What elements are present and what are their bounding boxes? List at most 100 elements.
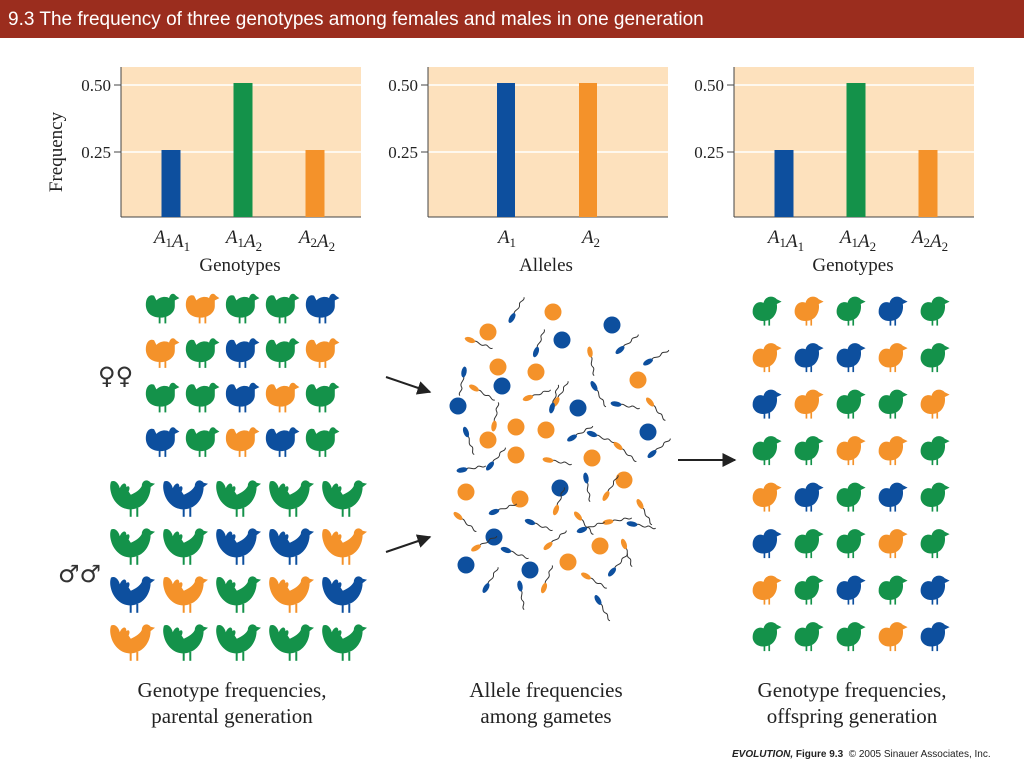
hen-blue	[145, 427, 180, 457]
x-tick-label: A1A2	[224, 227, 262, 254]
sperm-orange	[587, 346, 595, 377]
chick-green	[794, 529, 824, 559]
sperm-blue	[626, 521, 656, 530]
chick-blue	[878, 482, 908, 512]
egg-blue	[493, 377, 511, 395]
sperm-blue	[607, 553, 628, 577]
egg-orange	[583, 449, 601, 467]
rooster-blue	[110, 576, 155, 613]
chick-blue	[920, 575, 950, 605]
rooster-green	[110, 528, 155, 565]
hen-green	[145, 293, 180, 324]
hen-orange	[305, 338, 340, 368]
chick-green	[836, 389, 866, 419]
egg-orange	[544, 303, 562, 321]
bar-a1a2	[233, 83, 253, 217]
chick-green	[794, 622, 824, 652]
sperm-blue	[615, 334, 639, 355]
chick-green	[836, 482, 866, 512]
chick-green	[836, 296, 866, 326]
sperm-blue	[508, 297, 525, 323]
hen-blue	[265, 427, 300, 457]
caption-parental-line2: parental generation	[151, 704, 313, 728]
rooster-green	[216, 576, 261, 613]
sperm-blue	[517, 580, 525, 611]
chick-green	[752, 296, 782, 326]
y-tick-label: 0.50	[694, 76, 724, 95]
chick-blue	[836, 575, 866, 605]
chick-green	[794, 436, 824, 466]
sperm-orange	[453, 511, 477, 532]
chick-orange	[752, 482, 782, 512]
chick-orange	[878, 529, 908, 559]
hen-green	[265, 338, 300, 368]
arrow-males-to-gametes	[385, 534, 432, 553]
rooster-blue	[322, 576, 367, 613]
credit-figure: Figure 9.3	[795, 749, 844, 760]
hen-blue	[305, 293, 340, 324]
female-symbol: ♀♀	[98, 362, 133, 390]
sperm-blue	[594, 595, 611, 622]
chick-green	[920, 482, 950, 512]
chick-orange	[878, 343, 908, 373]
hen-orange	[265, 382, 300, 413]
sperm-orange	[620, 538, 633, 568]
rooster-green	[110, 480, 155, 517]
x-tick-label: A1A1	[766, 227, 804, 254]
x-tick-label: A1	[496, 227, 516, 250]
rooster-green	[163, 528, 208, 565]
hen-blue	[225, 338, 260, 368]
sperm-orange	[471, 535, 498, 552]
sperm-orange	[542, 457, 572, 466]
hen-green	[225, 293, 260, 324]
chick-orange	[794, 389, 824, 419]
rooster-green	[322, 480, 367, 517]
egg-orange	[479, 431, 497, 449]
bar-a1a1	[161, 150, 181, 217]
egg-orange	[559, 553, 577, 571]
egg-blue	[457, 556, 475, 574]
egg-orange	[507, 418, 525, 436]
rooster-orange	[163, 576, 208, 613]
egg-orange	[629, 371, 647, 389]
hen-green	[145, 382, 180, 413]
chick-green	[920, 296, 950, 326]
male-parents-grid	[110, 480, 367, 661]
egg-blue	[485, 528, 503, 546]
chick-green	[752, 436, 782, 466]
bar-a1a1	[774, 150, 794, 217]
sperm-blue	[610, 401, 640, 410]
sperm-blue	[488, 503, 518, 516]
bar-a2a2	[305, 150, 325, 217]
chick-blue	[878, 296, 908, 326]
egg-orange	[457, 483, 475, 501]
chick-blue	[794, 343, 824, 373]
chick-orange	[836, 436, 866, 466]
rooster-blue	[269, 528, 314, 565]
sperm-orange	[522, 389, 552, 402]
sperm-orange	[581, 572, 607, 589]
sperm-orange	[491, 402, 500, 432]
caption-offspring-line2: offspring generation	[767, 704, 938, 728]
sperm-blue	[462, 426, 475, 456]
y-axis-label: Frequency	[46, 111, 67, 192]
chart-parental-genotypes: Frequency 0.50 0.25 A1A1 A1A2 A2A2 Genot…	[46, 67, 361, 276]
rooster-orange	[110, 624, 155, 661]
y-tick-label: 0.50	[81, 76, 111, 95]
bar-a2a2	[918, 150, 938, 217]
x-tick-label: A1A2	[838, 227, 876, 254]
hen-green	[265, 293, 300, 324]
chick-blue	[920, 622, 950, 652]
chick-blue	[752, 529, 782, 559]
hen-green	[305, 382, 340, 413]
female-parents-grid	[145, 293, 340, 457]
egg-blue	[553, 331, 571, 349]
hen-green	[185, 427, 220, 457]
hen-green	[185, 382, 220, 413]
bar-a2	[579, 83, 597, 217]
credit-book: EVOLUTION,	[732, 749, 794, 760]
hen-orange	[185, 293, 220, 324]
egg-orange	[537, 421, 555, 439]
credit-copyright: © 2005 Sinauer Associates, Inc.	[848, 749, 991, 760]
